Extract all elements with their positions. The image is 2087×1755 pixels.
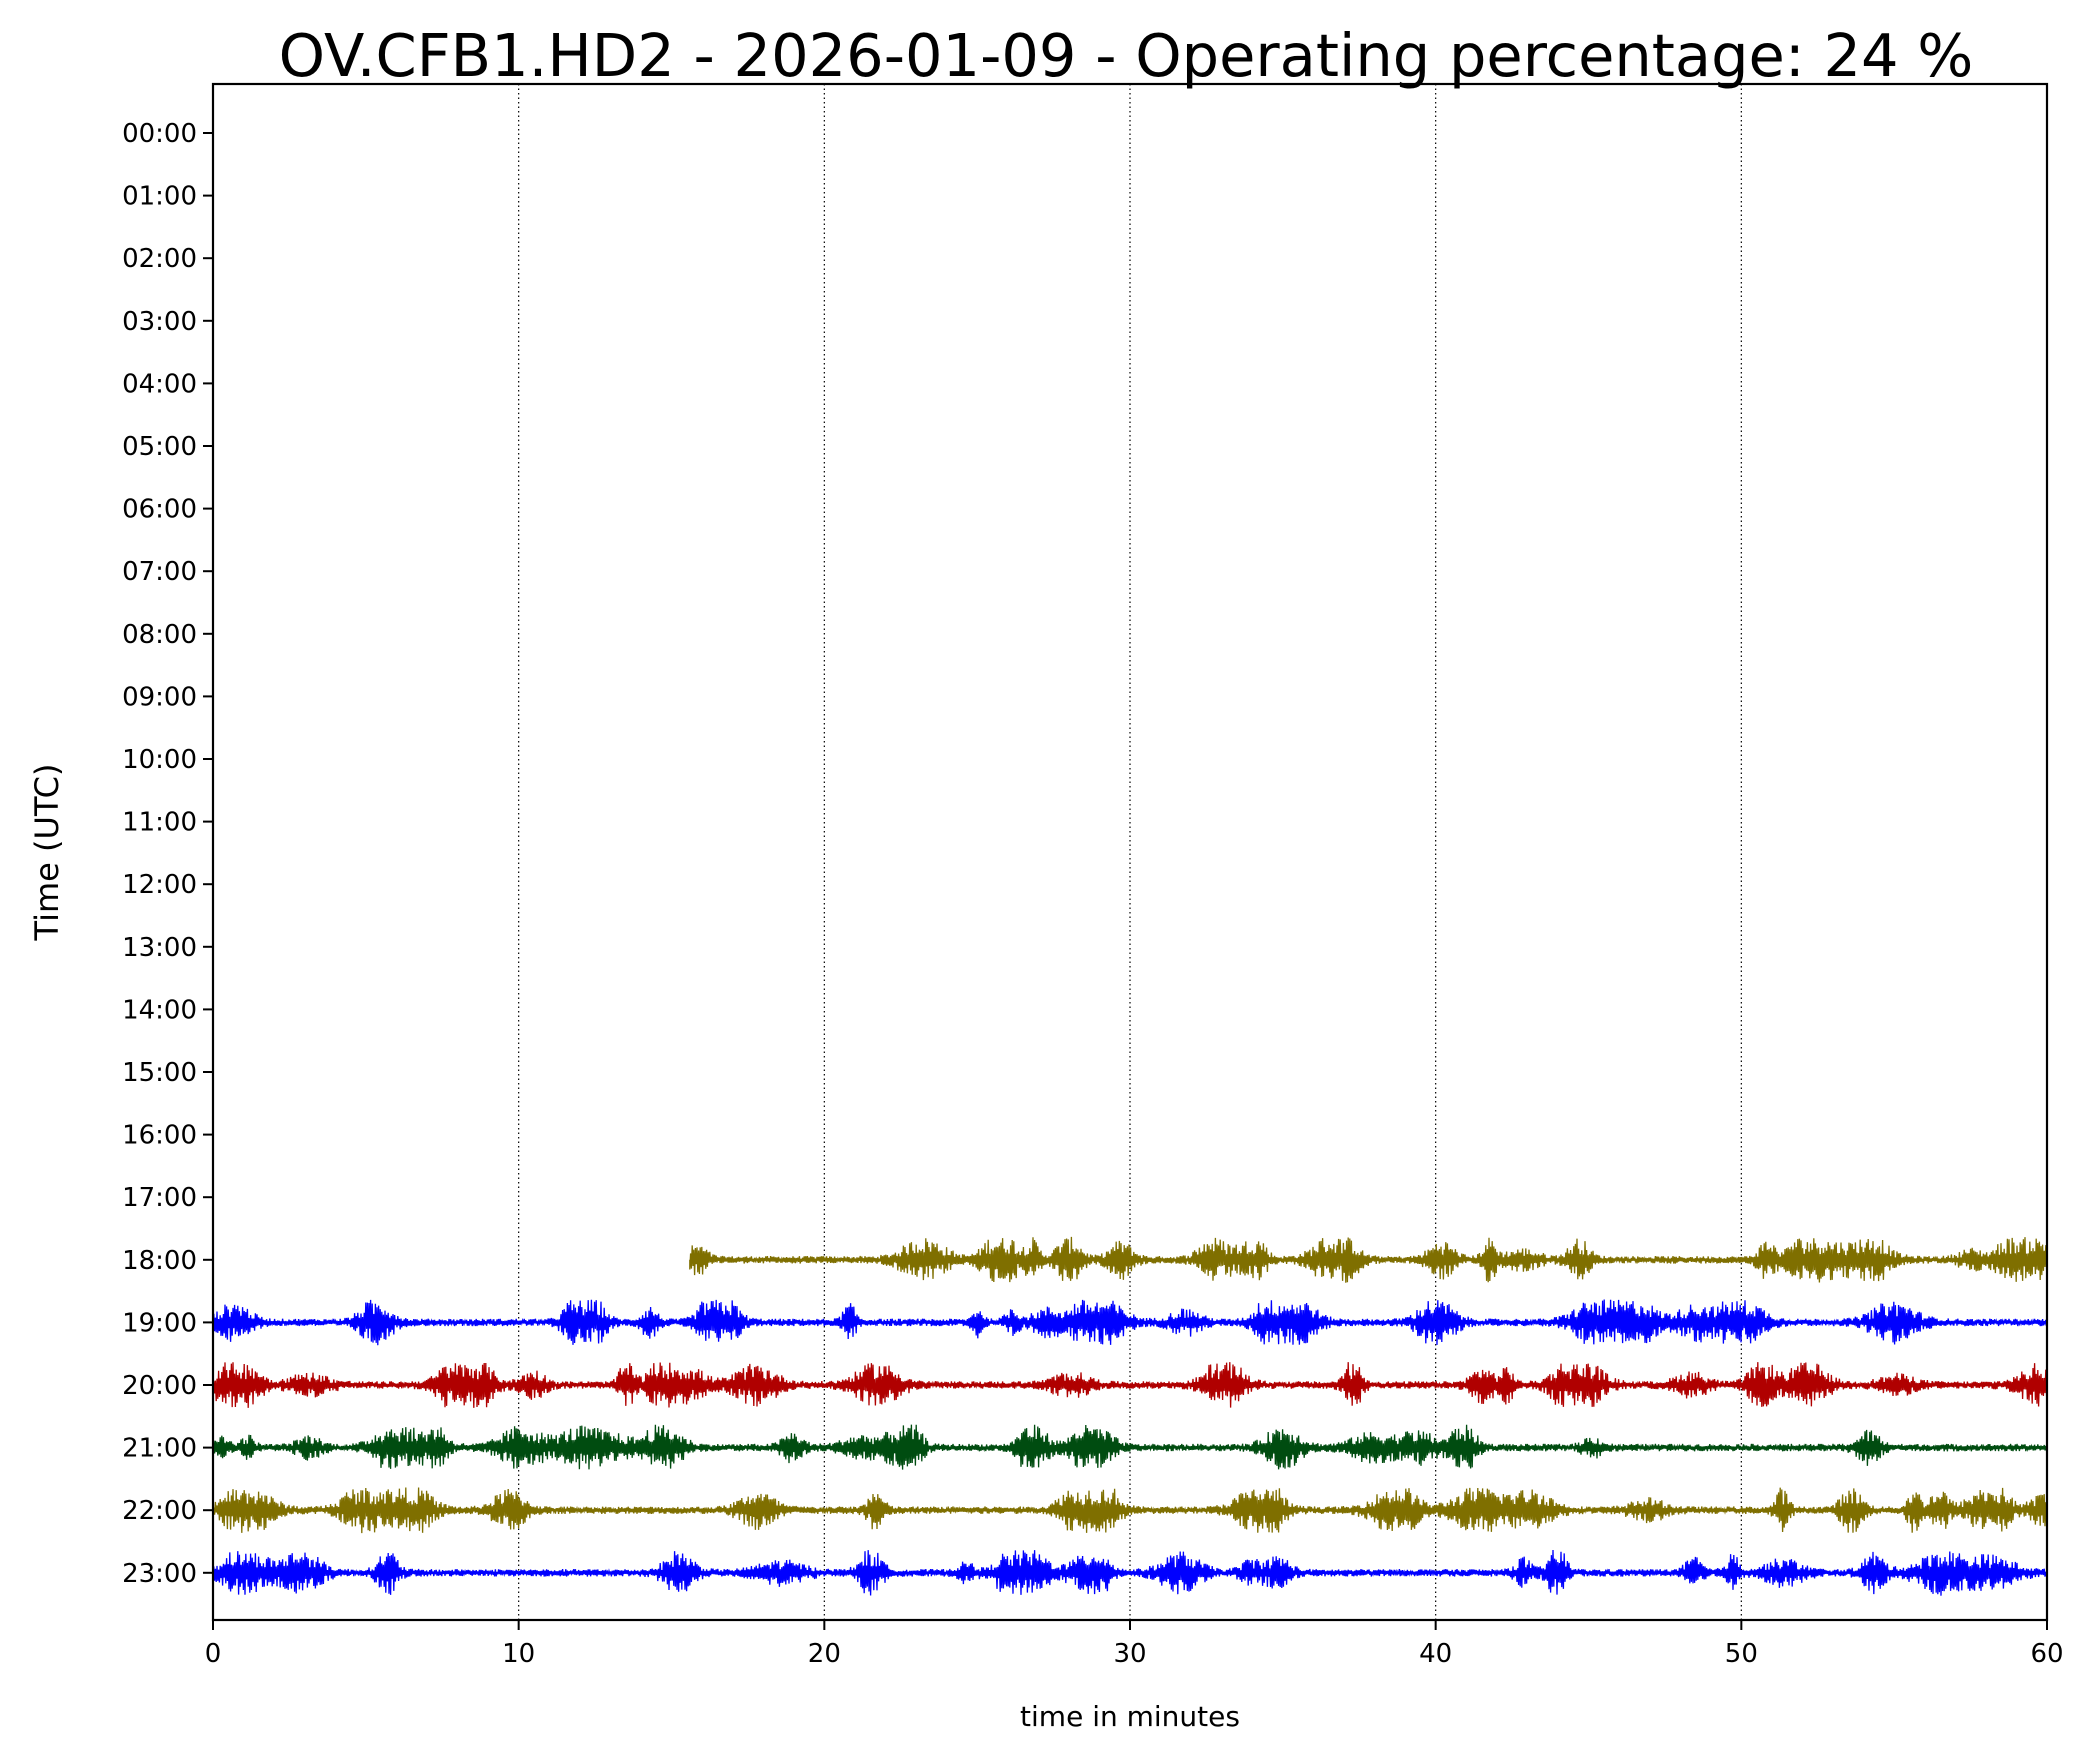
y-tick-label: 07:00 bbox=[122, 557, 197, 587]
trace-2300-5 bbox=[212, 1549, 2048, 1596]
y-tick-label: 02:00 bbox=[122, 244, 197, 274]
x-tick-label: 40 bbox=[1419, 1639, 1452, 1669]
y-tick-label: 01:00 bbox=[122, 182, 197, 212]
y-tick-label: 14:00 bbox=[122, 995, 197, 1025]
trace-2200-4 bbox=[212, 1487, 2048, 1534]
y-tick-label: 05:00 bbox=[122, 432, 197, 462]
y-tick-label: 23:00 bbox=[122, 1559, 197, 1589]
y-axis: 00:00 01:00 02:00 03:00 04:00 05:00 06:00 07:00… bbox=[122, 119, 213, 1589]
x-tick-label: 0 bbox=[205, 1639, 222, 1669]
y-tick-label: 09:00 bbox=[122, 682, 197, 712]
trace-2000-2 bbox=[212, 1362, 2048, 1408]
x-tick-label: 50 bbox=[1725, 1639, 1758, 1669]
y-tick-label: 12:00 bbox=[122, 870, 197, 900]
trace-2100-3 bbox=[212, 1424, 2048, 1470]
y-tick-label: 16:00 bbox=[122, 1121, 197, 1151]
y-tick-label: 15:00 bbox=[122, 1058, 197, 1088]
x-tick-label: 20 bbox=[808, 1639, 841, 1669]
y-tick-label: 22:00 bbox=[122, 1496, 197, 1526]
y-tick-label: 18:00 bbox=[122, 1246, 197, 1276]
y-tick-label: 19:00 bbox=[122, 1308, 197, 1338]
y-tick-label: 21:00 bbox=[122, 1434, 197, 1464]
y-tick-label: 10:00 bbox=[122, 745, 197, 775]
y-tick-label: 17:00 bbox=[122, 1183, 197, 1213]
y-tick-label: 04:00 bbox=[122, 369, 197, 399]
y-tick-label: 03:00 bbox=[122, 307, 197, 337]
y-tick-label: 08:00 bbox=[122, 620, 197, 650]
x-tick-label: 60 bbox=[2030, 1639, 2063, 1669]
x-axis: 0 10 20 30 40 50 60 bbox=[205, 1620, 2064, 1669]
chart-title: OV.CFB1.HD2 - 2026-01-09 - Operating per… bbox=[279, 21, 1974, 90]
y-tick-label: 06:00 bbox=[122, 495, 197, 525]
y-axis-label: Time (UTC) bbox=[28, 764, 66, 942]
trace-group bbox=[212, 1236, 2048, 1596]
y-tick-label: 13:00 bbox=[122, 933, 197, 963]
y-tick-label: 20:00 bbox=[122, 1371, 197, 1401]
x-tick-label: 10 bbox=[502, 1639, 535, 1669]
x-tick-label: 30 bbox=[1113, 1639, 1146, 1669]
trace-1800-0 bbox=[689, 1236, 2048, 1283]
x-axis-label: time in minutes bbox=[1020, 1700, 1240, 1733]
y-tick-label: 11:00 bbox=[122, 808, 197, 838]
trace-1900-1 bbox=[212, 1299, 2048, 1346]
y-tick-label: 00:00 bbox=[122, 119, 197, 149]
